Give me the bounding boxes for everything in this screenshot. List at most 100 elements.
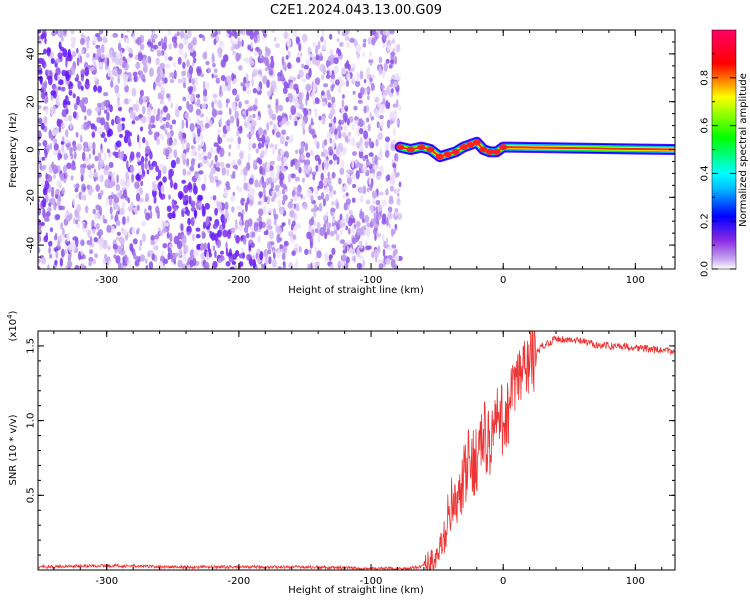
noise-speckle <box>346 73 351 81</box>
noise-speckle <box>277 115 282 123</box>
noise-speckle <box>269 112 273 120</box>
noise-speckle <box>341 185 344 194</box>
noise-speckle <box>201 230 205 240</box>
x-tick-label: -200 <box>228 576 251 587</box>
noise-speckle <box>232 191 236 197</box>
noise-speckle <box>267 225 273 230</box>
noise-speckle <box>331 96 336 104</box>
noise-speckle <box>358 186 364 194</box>
noise-speckle <box>246 133 253 138</box>
noise-speckle <box>284 31 288 39</box>
noise-speckle <box>273 252 276 259</box>
noise-speckle <box>248 141 252 152</box>
noise-speckle <box>79 99 83 108</box>
y-tick-label: 1.0 <box>26 413 37 429</box>
noise-speckle <box>151 252 155 261</box>
noise-speckle <box>141 220 147 227</box>
noise-speckle <box>148 160 151 167</box>
noise-speckle <box>297 99 303 104</box>
noise-speckle <box>128 47 133 54</box>
noise-speckle <box>292 76 297 82</box>
noise-speckle <box>122 74 129 83</box>
noise-speckle <box>129 109 134 120</box>
noise-speckle <box>224 201 229 211</box>
noise-speckle <box>76 143 83 151</box>
noise-speckle <box>106 111 110 121</box>
noise-speckle <box>262 75 268 84</box>
noise-speckle <box>196 66 200 74</box>
noise-speckle <box>115 92 121 98</box>
noise-speckle <box>318 202 323 212</box>
noise-speckle <box>343 185 348 191</box>
noise-speckle <box>230 38 234 44</box>
noise-speckle <box>368 175 372 185</box>
noise-speckle <box>72 93 76 99</box>
noise-speckle <box>368 137 372 147</box>
noise-speckle <box>81 49 85 55</box>
noise-speckle <box>160 51 163 56</box>
noise-speckle <box>328 178 332 187</box>
noise-speckle <box>392 103 397 108</box>
noise-speckle <box>348 247 353 255</box>
noise-speckle <box>97 36 103 42</box>
noise-speckle <box>314 246 318 254</box>
noise-speckle <box>98 237 104 246</box>
noise-speckle <box>159 115 163 123</box>
noise-speckle <box>342 131 347 138</box>
noise-speckle <box>92 258 97 265</box>
noise-speckle <box>65 70 69 79</box>
noise-speckle <box>321 151 325 157</box>
noise-speckle <box>332 103 337 108</box>
noise-speckle <box>97 215 102 220</box>
noise-speckle <box>225 181 230 188</box>
noise-speckle <box>106 57 110 67</box>
noise-speckle <box>107 69 113 78</box>
noise-speckle <box>226 168 229 176</box>
noise-speckle <box>95 184 100 192</box>
noise-speckle <box>394 55 397 65</box>
noise-speckle <box>219 85 222 95</box>
noise-speckle <box>145 265 149 269</box>
noise-speckle <box>109 49 113 58</box>
noise-speckle <box>256 248 261 255</box>
noise-speckle <box>38 246 41 254</box>
noise-speckle <box>159 163 164 170</box>
noise-speckle <box>386 30 390 38</box>
noise-speckle <box>44 217 50 222</box>
noise-speckle <box>115 255 121 264</box>
noise-speckle <box>124 129 129 136</box>
noise-speckle <box>165 63 171 68</box>
noise-speckle <box>395 153 399 163</box>
noise-speckle <box>282 261 286 266</box>
noise-speckle <box>43 48 47 55</box>
noise-speckle <box>172 141 177 147</box>
noise-speckle <box>381 213 387 221</box>
noise-speckle <box>390 143 397 151</box>
signal-peak <box>443 151 452 158</box>
noise-speckle <box>352 90 356 96</box>
noise-speckle <box>389 185 394 192</box>
noise-speckle <box>197 194 204 201</box>
signal-peak <box>417 144 426 151</box>
noise-speckle <box>183 185 189 194</box>
noise-speckle <box>260 150 265 158</box>
noise-speckle <box>181 77 187 85</box>
noise-speckle <box>169 168 175 177</box>
noise-speckle <box>57 86 61 91</box>
noise-speckle <box>231 101 236 111</box>
noise-speckle <box>329 254 333 259</box>
noise-speckle <box>350 175 356 180</box>
noise-speckle <box>358 144 364 153</box>
noise-speckle <box>303 108 309 117</box>
noise-speckle <box>295 97 299 107</box>
noise-speckle <box>118 151 124 160</box>
noise-speckle <box>383 62 388 72</box>
noise-speckle <box>288 75 294 81</box>
noise-speckle <box>115 236 120 241</box>
noise-speckle <box>205 116 209 124</box>
noise-speckle <box>140 173 144 180</box>
noise-speckle <box>347 228 351 235</box>
noise-speckle <box>316 221 321 230</box>
noise-speckle <box>329 137 333 144</box>
noise-speckle <box>150 124 156 129</box>
